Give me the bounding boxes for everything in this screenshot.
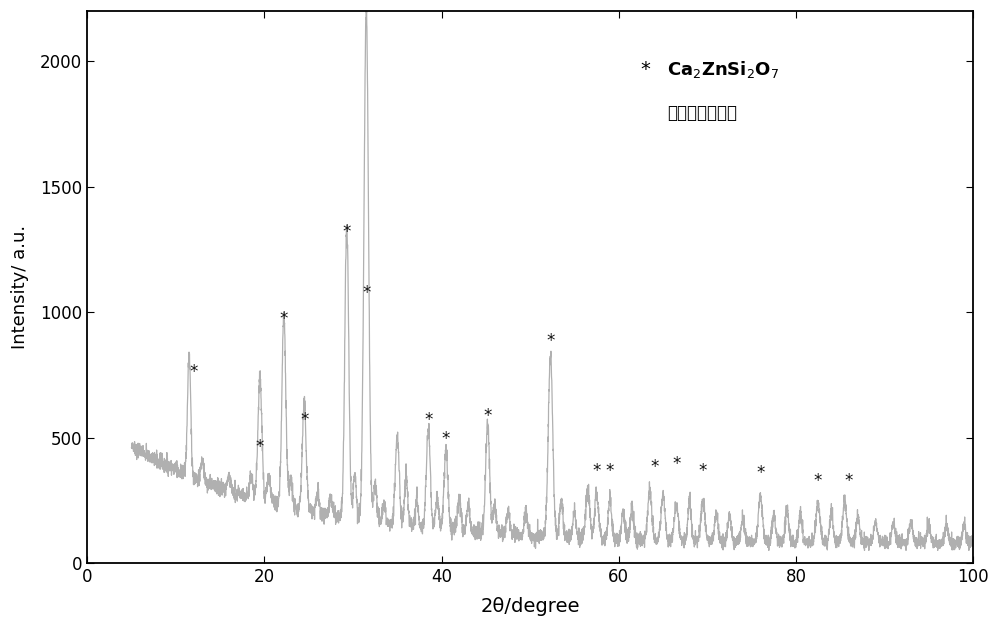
- X-axis label: 2θ/degree: 2θ/degree: [480, 597, 580, 616]
- Text: *: *: [189, 363, 198, 381]
- Text: 锶黄长石特征峰: 锶黄长石特征峰: [667, 104, 737, 122]
- Text: *: *: [592, 462, 601, 480]
- Text: *: *: [280, 310, 288, 329]
- Text: *: *: [845, 472, 853, 490]
- Text: *: *: [483, 407, 492, 425]
- Text: *: *: [343, 223, 351, 241]
- Text: *: *: [640, 60, 650, 78]
- Text: *: *: [756, 464, 765, 482]
- Text: *: *: [300, 411, 308, 429]
- Text: *: *: [606, 462, 614, 480]
- Text: *: *: [362, 284, 370, 302]
- Text: *: *: [442, 429, 450, 448]
- Text: *: *: [546, 332, 555, 350]
- Text: *: *: [814, 472, 822, 490]
- Text: *: *: [256, 438, 264, 456]
- Text: *: *: [672, 455, 680, 473]
- Text: *: *: [699, 462, 707, 480]
- Y-axis label: Intensity/ a.u.: Intensity/ a.u.: [11, 225, 29, 349]
- Text: *: *: [424, 411, 432, 429]
- Text: *: *: [650, 458, 658, 477]
- Text: Ca$_2$ZnSi$_2$O$_7$: Ca$_2$ZnSi$_2$O$_7$: [667, 58, 780, 80]
